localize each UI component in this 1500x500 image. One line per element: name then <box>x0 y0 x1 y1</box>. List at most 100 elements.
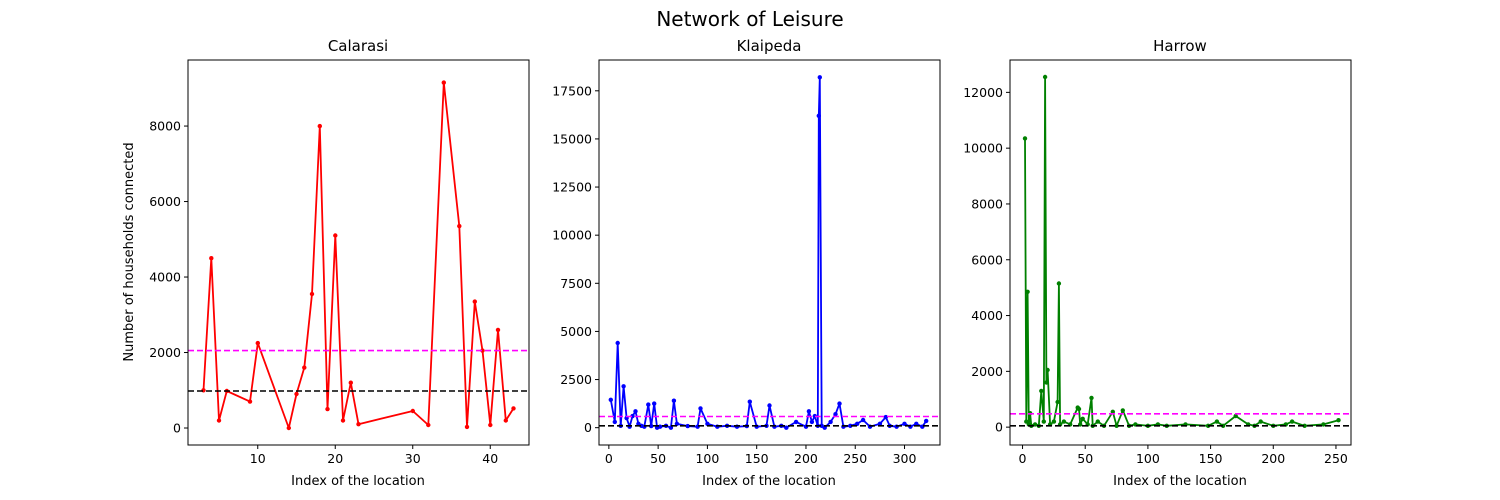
data-point <box>822 425 827 430</box>
data-point <box>848 423 853 428</box>
y-tick-label: 10000 <box>552 228 592 243</box>
y-axis-label: Number of households connected <box>122 142 137 361</box>
x-tick-label: 50 <box>1077 451 1093 466</box>
axes-frame <box>598 59 941 446</box>
data-point <box>1051 419 1057 424</box>
data-point <box>464 424 470 430</box>
data-point <box>633 409 638 414</box>
data-point <box>480 348 485 353</box>
data-point <box>325 406 330 412</box>
x-axis-label: Index of the location <box>1113 474 1247 489</box>
data-point <box>877 421 883 426</box>
axes-frame <box>1009 59 1352 446</box>
x-tick-label: 0 <box>605 451 613 466</box>
data-point <box>410 408 415 414</box>
data-point <box>809 419 815 425</box>
x-tick-label: 100 <box>695 451 719 466</box>
subplot-harrow: Harrow Index of the location 0 50 100 150 20… <box>963 37 1352 489</box>
y-tick-label: 0 <box>584 420 592 435</box>
data-point <box>646 402 651 407</box>
data-point <box>1110 409 1116 414</box>
y-tick-label: 10000 <box>963 141 1003 156</box>
data-point <box>1302 423 1307 428</box>
data-point <box>855 421 860 426</box>
data-point <box>1220 423 1226 428</box>
data-point <box>1056 281 1062 286</box>
data-point <box>747 399 752 404</box>
data-point <box>1336 418 1341 423</box>
x-tick-label: 150 <box>745 451 769 466</box>
data-point <box>1258 419 1263 424</box>
subplot-klaipeda: Klaipeda Index of the location 0 50 100 150… <box>552 37 941 489</box>
y-tick-label: 0 <box>173 421 181 436</box>
x-tick-label: 40 <box>482 451 498 466</box>
data-point <box>668 425 674 430</box>
data-point <box>621 384 626 389</box>
y-tick-label: 15000 <box>552 131 592 146</box>
data-point <box>608 397 613 402</box>
data-point <box>902 421 907 426</box>
data-point <box>488 422 493 428</box>
data-point <box>1289 419 1295 424</box>
data-point <box>441 80 446 85</box>
data-point <box>612 419 617 425</box>
data-point <box>615 340 620 346</box>
data-point <box>294 391 299 397</box>
data-point <box>209 256 214 261</box>
data-point <box>457 223 462 229</box>
y-tick-label: 2500 <box>560 372 592 387</box>
data-point <box>914 421 919 426</box>
x-axis-label: Index of the location <box>702 474 836 489</box>
data-point <box>833 412 838 417</box>
data-point <box>1214 419 1220 424</box>
data-point <box>817 75 822 80</box>
data-point <box>1089 395 1094 401</box>
subplot-title: Calarasi <box>328 37 388 55</box>
data-point <box>1041 419 1047 424</box>
subplot-calarasi: Calarasi Index of the location Number of… <box>122 37 530 489</box>
data-point <box>426 422 431 428</box>
figure-title: Network of Leisure <box>656 7 843 31</box>
data-point <box>1120 408 1126 413</box>
subplot-title: Klaipeda <box>737 37 802 55</box>
y-tick-label: 12500 <box>552 180 592 195</box>
data-point <box>216 418 222 423</box>
data-point <box>247 399 253 404</box>
data-point <box>705 421 710 426</box>
data-point <box>503 418 508 423</box>
data-point <box>1024 419 1029 424</box>
x-tick-label: 100 <box>1136 451 1160 466</box>
series-line <box>202 81 515 429</box>
x-tick-label: 250 <box>843 451 867 466</box>
data-point <box>652 401 657 406</box>
data-point <box>255 340 260 346</box>
data-point <box>511 406 516 411</box>
data-point <box>860 417 866 423</box>
data-point <box>674 421 680 426</box>
data-point <box>1076 406 1082 412</box>
data-point <box>495 327 501 333</box>
data-point <box>1022 136 1028 141</box>
x-tick-label: 300 <box>893 451 917 466</box>
data-point <box>1039 388 1044 394</box>
data-point <box>649 423 654 429</box>
y-tick-label: 8000 <box>149 119 181 134</box>
data-point <box>816 113 821 119</box>
y-tick-label: 2000 <box>971 364 1003 379</box>
x-tick-label: 20 <box>327 451 343 466</box>
y-tick-label: 4000 <box>971 308 1003 323</box>
axes-frame <box>187 59 530 446</box>
data-point <box>333 233 338 238</box>
x-tick-label: 250 <box>1324 451 1348 466</box>
y-tick-label: 4000 <box>149 270 181 285</box>
y-tick-label: 2000 <box>149 345 181 360</box>
data-point <box>837 401 842 406</box>
data-point <box>671 398 677 403</box>
data-point <box>1233 413 1238 419</box>
x-axis-label: Index of the location <box>291 474 425 489</box>
data-point <box>302 365 307 370</box>
data-point <box>472 299 477 304</box>
x-tick-label: 200 <box>794 451 818 466</box>
data-point <box>1078 422 1083 427</box>
